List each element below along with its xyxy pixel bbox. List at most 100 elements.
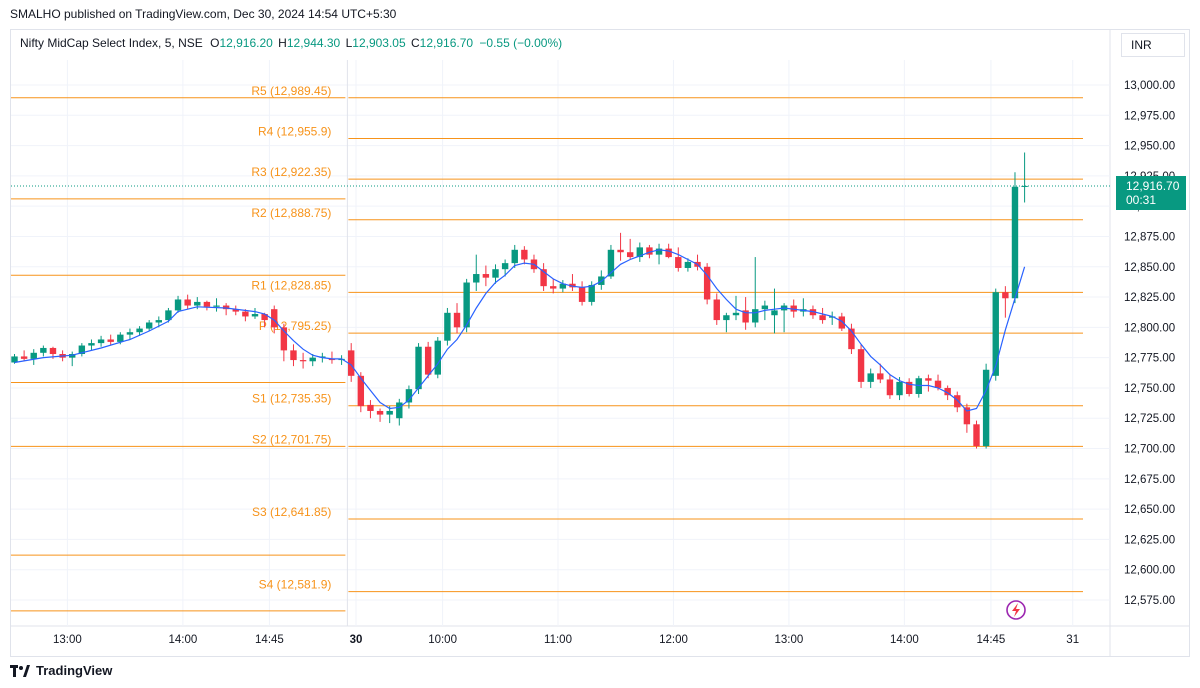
- chart-frame: [10, 29, 1190, 657]
- low-label: L: [345, 36, 353, 50]
- candle-body: [242, 311, 249, 317]
- candle-body: [703, 266, 711, 300]
- pivot-label: R4 (12,955.9): [258, 124, 331, 138]
- bar-countdown: 00:31: [1126, 193, 1157, 207]
- candle-body: [473, 274, 480, 283]
- candle-body: [251, 314, 259, 317]
- high-value: 12,944.30: [286, 36, 341, 50]
- candle-body: [396, 402, 403, 419]
- candle-body: [492, 269, 499, 278]
- price-axis[interactable]: 13,000.0012,975.0012,950.0012,925.0012,9…: [1124, 80, 1175, 607]
- candle-body: [646, 247, 653, 255]
- candle-body: [896, 381, 903, 396]
- candle-body: [540, 269, 547, 287]
- pivot-label: S2 (12,701.75): [252, 432, 331, 446]
- x-tick-label: 14:45: [977, 634, 1006, 646]
- candle-body: [222, 305, 230, 310]
- candle-body: [742, 310, 749, 323]
- grid-lines: [11, 29, 1189, 656]
- symbol-name[interactable]: Nifty MidCap Select Index, 5, NSE: [20, 36, 203, 50]
- currency-button[interactable]: INR: [1121, 33, 1185, 57]
- symbol-legend[interactable]: Nifty MidCap Select Index, 5, NSE O12,91…: [20, 36, 562, 50]
- x-tick-label: 14:00: [890, 634, 919, 646]
- candle-body: [511, 249, 518, 264]
- candle-body: [559, 283, 567, 289]
- x-tick-label: 13:00: [53, 634, 82, 646]
- x-tick-label: 14:45: [255, 634, 284, 646]
- candle-body: [174, 299, 182, 311]
- close-value: 12,916.70: [419, 36, 474, 50]
- candle-body: [973, 424, 980, 447]
- candle-body: [155, 320, 162, 323]
- y-tick-label: 12,825.00: [1124, 292, 1175, 304]
- y-tick-label: 12,675.00: [1124, 474, 1175, 486]
- candle-body: [107, 339, 114, 342]
- change-value: −0.55 (−0.00%): [479, 36, 563, 50]
- x-tick-label: 13:00: [775, 634, 804, 646]
- candle-body: [636, 247, 643, 258]
- candle-body: [78, 345, 86, 355]
- candle-body: [11, 356, 18, 363]
- high-label: H: [278, 36, 287, 50]
- time-axis[interactable]: 13:00 14:00 14:45 30 10:00 11:00 12:00 13:00 14:…: [53, 634, 1079, 646]
- y-tick-label: 12,800.00: [1124, 322, 1175, 334]
- pivot-label: S4 (12,581.9): [259, 578, 332, 592]
- candle-body: [453, 312, 461, 328]
- candle-body: [261, 314, 268, 321]
- pivot-label: S1 (12,735.35): [252, 392, 331, 406]
- candle-body: [1011, 186, 1019, 299]
- candle-body: [819, 315, 826, 321]
- candle-body: [415, 346, 422, 390]
- candle-body: [607, 249, 615, 277]
- candle-body: [684, 261, 692, 268]
- open-label: O: [210, 36, 220, 50]
- y-tick-label: 12,700.00: [1124, 444, 1175, 456]
- candle-body: [299, 360, 307, 362]
- y-tick-label: 12,975.00: [1124, 110, 1175, 122]
- candle-body: [136, 328, 143, 333]
- y-tick-label: 12,950.00: [1124, 141, 1175, 153]
- candle-body: [915, 378, 922, 394]
- candle-body: [434, 340, 441, 375]
- candle-body: [992, 292, 999, 376]
- candle-body: [675, 257, 682, 268]
- x-tick-label: 14:00: [168, 634, 197, 646]
- y-tick-label: 12,875.00: [1124, 231, 1175, 243]
- candle-body: [348, 350, 355, 376]
- y-tick-label: 12,850.00: [1124, 262, 1175, 274]
- lightning-alert-icon[interactable]: [1006, 600, 1026, 620]
- candle-body: [944, 387, 951, 396]
- candle-body: [367, 404, 374, 411]
- candle-body: [1002, 292, 1009, 299]
- candle-body: [501, 263, 509, 270]
- candle-body: [905, 381, 913, 394]
- candle-body: [925, 378, 932, 381]
- y-tick-label: 12,775.00: [1124, 353, 1175, 365]
- pivot-label: R5 (12,989.45): [251, 84, 331, 98]
- candle-body: [626, 252, 634, 258]
- candle-body: [934, 380, 942, 388]
- y-tick-label: 12,725.00: [1124, 413, 1175, 425]
- candle-body: [617, 249, 624, 253]
- candle-body: [30, 352, 37, 359]
- y-tick-label: 12,650.00: [1124, 504, 1175, 516]
- y-tick-label: 13,000.00: [1124, 80, 1175, 92]
- candle-body: [982, 369, 990, 447]
- candle-body: [857, 349, 865, 382]
- pivot-label: S3 (12,641.85): [252, 505, 331, 519]
- candle-body: [444, 312, 451, 341]
- candle-body: [838, 316, 846, 329]
- candle-body: [848, 328, 855, 350]
- candle-body: [761, 305, 769, 310]
- x-tick-label: 30: [350, 634, 363, 646]
- candle-body: [723, 315, 730, 321]
- candle-body: [771, 310, 778, 316]
- open-value: 12,916.20: [219, 36, 273, 50]
- candle-body: [203, 301, 211, 307]
- candle-body: [963, 407, 971, 425]
- tradingview-brand[interactable]: TradingView: [10, 663, 112, 678]
- candle-body: [194, 301, 201, 306]
- brand-name: TradingView: [36, 663, 113, 678]
- candle-body: [290, 350, 297, 361]
